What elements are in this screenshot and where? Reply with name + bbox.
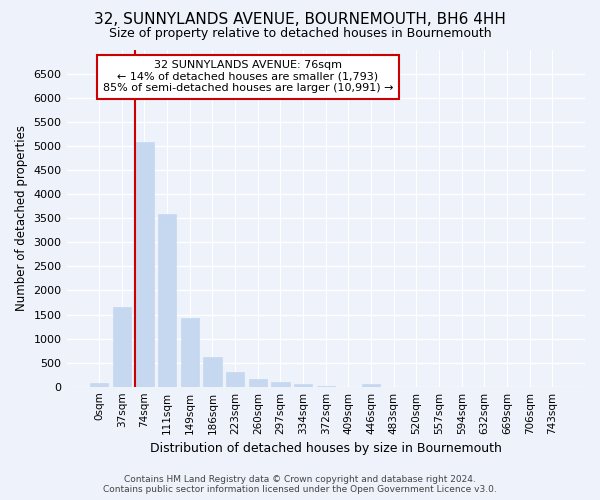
X-axis label: Distribution of detached houses by size in Bournemouth: Distribution of detached houses by size … — [150, 442, 502, 455]
Bar — [181, 318, 199, 386]
Text: 32, SUNNYLANDS AVENUE, BOURNEMOUTH, BH6 4HH: 32, SUNNYLANDS AVENUE, BOURNEMOUTH, BH6 … — [94, 12, 506, 28]
Bar — [294, 384, 312, 386]
Bar — [90, 384, 108, 386]
Bar — [271, 382, 290, 386]
Y-axis label: Number of detached properties: Number of detached properties — [15, 126, 28, 312]
Bar — [203, 357, 221, 386]
Bar — [249, 380, 267, 386]
Text: Contains HM Land Registry data © Crown copyright and database right 2024.
Contai: Contains HM Land Registry data © Crown c… — [103, 474, 497, 494]
Bar — [136, 142, 154, 386]
Bar — [226, 372, 244, 386]
Text: 32 SUNNYLANDS AVENUE: 76sqm
← 14% of detached houses are smaller (1,793)
85% of : 32 SUNNYLANDS AVENUE: 76sqm ← 14% of det… — [103, 60, 393, 94]
Bar — [113, 307, 131, 386]
Bar — [362, 384, 380, 386]
Bar — [158, 214, 176, 386]
Text: Size of property relative to detached houses in Bournemouth: Size of property relative to detached ho… — [109, 28, 491, 40]
